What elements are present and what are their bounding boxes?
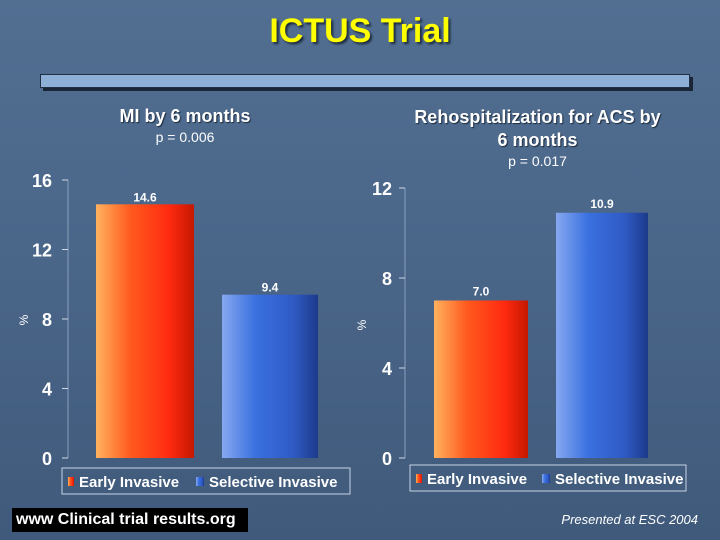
chart2-rehospitalization: 0 4 8 12% 7.0 10.9 Early Invasive Selective Inv… bbox=[355, 179, 687, 492]
chart2-y-tick-label: 8 bbox=[382, 269, 392, 289]
chart1-bar-early bbox=[96, 204, 194, 458]
chart2-legend-swatch-early bbox=[416, 474, 422, 483]
title-underline-bar bbox=[40, 74, 690, 88]
chart2-y-tick-label: 0 bbox=[382, 449, 392, 469]
chart1-title: MI by 6 months bbox=[119, 106, 251, 126]
chart2-legend-label: Early Invasive bbox=[427, 471, 527, 488]
chart2-y-tick-label: 12 bbox=[372, 179, 392, 199]
chart1-bar-selective bbox=[222, 294, 318, 458]
chart2-title: Rehospitalization for ACS by 6 months bbox=[414, 107, 661, 150]
chart1-legend-swatch-selective bbox=[196, 477, 204, 486]
website-prefix: www bbox=[16, 511, 54, 528]
chart2-legend-swatch-selective bbox=[542, 474, 550, 483]
chart1-y-axis-label: % bbox=[17, 314, 31, 325]
chart1-y-tick-label: 16 bbox=[32, 171, 52, 191]
chart2-y-tick-label: 4 bbox=[382, 359, 392, 379]
page-title: ICTUS Trial bbox=[269, 12, 451, 50]
chart2-bar-selective bbox=[556, 212, 648, 458]
chart2-legend-box bbox=[409, 464, 687, 492]
chart1-value-label: 14.6 bbox=[133, 190, 157, 204]
chart1-pvalue: p = 0.006 bbox=[155, 129, 215, 145]
chart2-legend-label: Selective Invasive bbox=[555, 471, 683, 488]
website-banner[interactable]: www Clinical trial results.org bbox=[12, 508, 248, 532]
chart2-pvalue: p = 0.017 bbox=[508, 153, 567, 169]
chart1-legend-label: Early Invasive bbox=[79, 474, 179, 491]
chart1-legend-box bbox=[61, 467, 351, 495]
chart1-y-tick-label: 0 bbox=[42, 449, 52, 469]
chart1-y-tick-label: 8 bbox=[42, 310, 52, 330]
chart1-mi: 0 4 8 12 16% 14.6 9.4 Early Invasive Selective I… bbox=[17, 171, 351, 495]
chart1-value-label: 9.4 bbox=[262, 281, 279, 295]
website-text: Clinical trial results.org bbox=[57, 511, 236, 528]
chart1-y-tick-label: 4 bbox=[42, 380, 52, 400]
chart1-legend-swatch-early bbox=[68, 477, 74, 486]
presented-note: Presented at ESC 2004 bbox=[561, 512, 698, 527]
chart2-bar-early bbox=[434, 300, 528, 458]
chart2-value-label: 7.0 bbox=[473, 285, 490, 299]
chart1-y-tick-label: 12 bbox=[32, 241, 52, 261]
chart2-value-label: 10.9 bbox=[590, 197, 614, 211]
chart2-y-axis-label: % bbox=[355, 319, 369, 330]
chart1-legend-label: Selective Invasive bbox=[209, 474, 337, 491]
